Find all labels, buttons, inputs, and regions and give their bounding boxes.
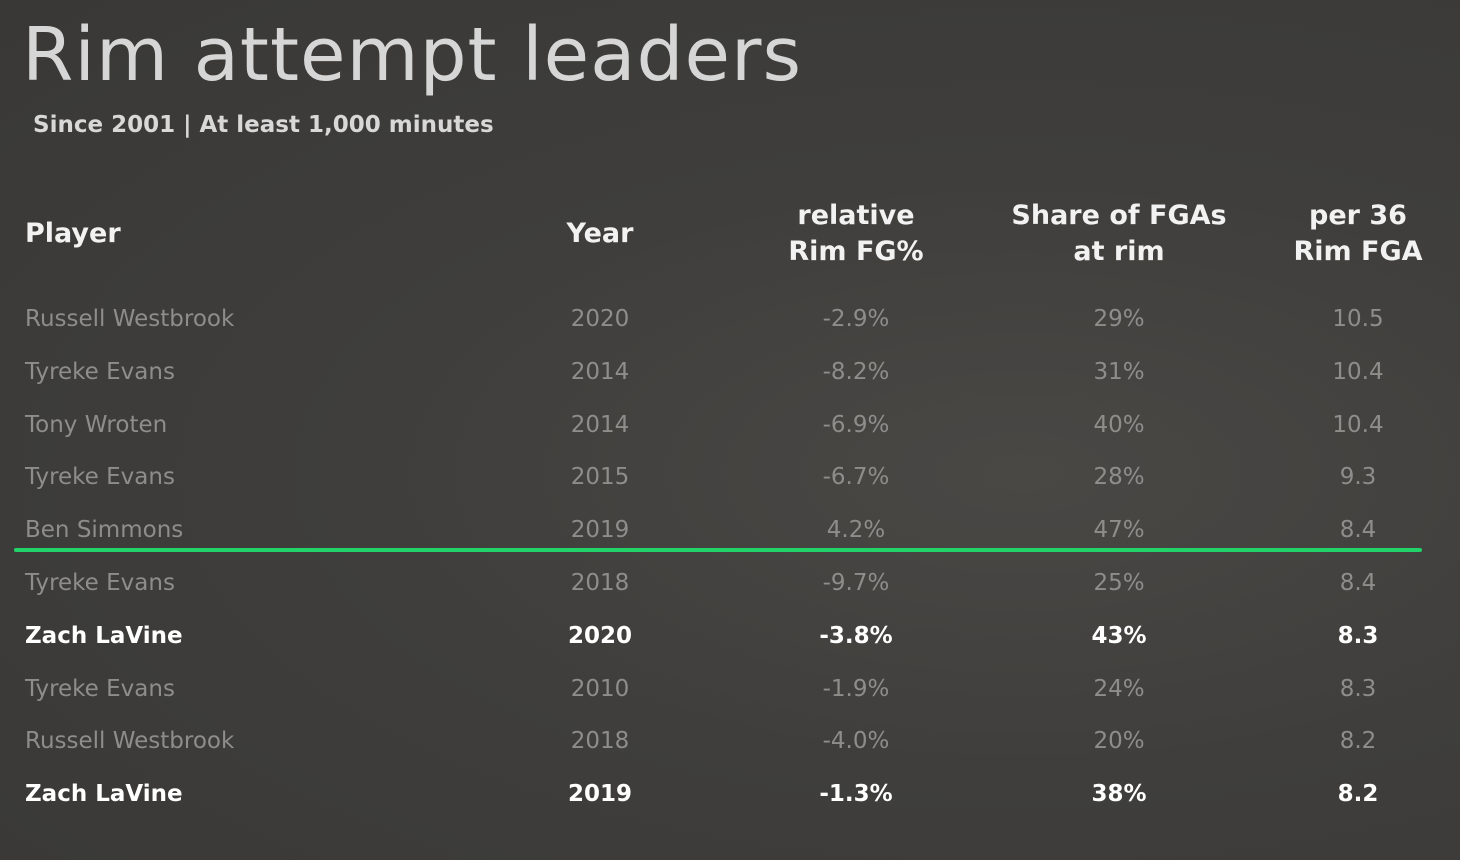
relative-rim-fg-cell: 4.2% xyxy=(826,517,886,543)
table-row: Russell Westbrook 2020 -2.9% 29% 10.5 xyxy=(0,299,1460,339)
table-row: Zach LaVine 2020 -3.8% 43% 8.3 xyxy=(0,616,1460,656)
player-cell: Tyreke Evans xyxy=(25,464,175,490)
share-fga-cell: 20% xyxy=(1093,728,1145,754)
year-cell: 2018 xyxy=(570,728,630,754)
player-cell: Tyreke Evans xyxy=(25,676,175,702)
share-fga-cell: 43% xyxy=(1091,623,1147,649)
relative-rim-fg-cell: -1.9% xyxy=(822,676,890,702)
per36-rim-fga-cell: 8.3 xyxy=(1337,623,1379,649)
year-cell: 2018 xyxy=(570,570,630,596)
per36-rim-fga-cell: 8.4 xyxy=(1339,570,1377,596)
chart-title: Rim attempt leaders xyxy=(22,12,802,98)
player-cell: Tyreke Evans xyxy=(25,359,175,385)
per36-rim-fga-cell: 10.4 xyxy=(1332,359,1384,385)
header-relative-rim-fg: relative Rim FG% xyxy=(740,198,972,270)
relative-rim-fg-cell: -6.7% xyxy=(822,464,890,490)
header-share-fga-at-rim: Share of FGAs at rim xyxy=(990,198,1248,270)
player-cell: Zach LaVine xyxy=(25,781,183,807)
chart-subtitle: Since 2001 | At least 1,000 minutes xyxy=(33,112,494,138)
header-per36-line2: Rim FGA xyxy=(1293,236,1423,267)
table-row: Zach LaVine 2019 -1.3% 38% 8.2 xyxy=(0,774,1460,814)
share-fga-cell: 25% xyxy=(1093,570,1145,596)
relative-rim-fg-cell: -6.9% xyxy=(822,412,890,438)
cutoff-line xyxy=(14,548,1422,552)
per36-rim-fga-cell: 9.3 xyxy=(1339,464,1377,490)
player-cell: Russell Westbrook xyxy=(25,728,235,754)
player-cell: Zach LaVine xyxy=(25,623,183,649)
table-row: Tyreke Evans 2015 -6.7% 28% 9.3 xyxy=(0,457,1460,497)
share-fga-cell: 31% xyxy=(1093,359,1145,385)
player-cell: Ben Simmons xyxy=(25,517,184,543)
table-row: Russell Westbrook 2018 -4.0% 20% 8.2 xyxy=(0,721,1460,761)
relative-rim-fg-cell: -3.8% xyxy=(819,623,893,649)
year-cell: 2015 xyxy=(570,464,630,490)
header-relative-rim-fg-line2: Rim FG% xyxy=(788,236,924,267)
header-share-fga-line1: Share of FGAs xyxy=(1011,200,1227,231)
header-year: Year xyxy=(566,218,634,249)
year-cell: 2019 xyxy=(570,517,630,543)
relative-rim-fg-cell: -4.0% xyxy=(822,728,890,754)
relative-rim-fg-cell: -9.7% xyxy=(822,570,890,596)
relative-rim-fg-cell: -1.3% xyxy=(819,781,893,807)
year-cell: 2014 xyxy=(570,359,630,385)
table-row: Tyreke Evans 2014 -8.2% 31% 10.4 xyxy=(0,352,1460,392)
player-cell: Russell Westbrook xyxy=(25,306,235,332)
table-row: Ben Simmons 2019 4.2% 47% 8.4 xyxy=(0,510,1460,550)
per36-rim-fga-cell: 10.5 xyxy=(1332,306,1384,332)
year-cell: 2020 xyxy=(570,306,630,332)
per36-rim-fga-cell: 8.4 xyxy=(1339,517,1377,543)
share-fga-cell: 40% xyxy=(1093,412,1145,438)
share-fga-cell: 24% xyxy=(1093,676,1145,702)
share-fga-cell: 28% xyxy=(1093,464,1145,490)
header-share-fga-line2: at rim xyxy=(1073,236,1165,267)
header-player: Player xyxy=(25,218,121,249)
player-cell: Tyreke Evans xyxy=(25,570,175,596)
header-per36-rim-fga: per 36 Rim FGA xyxy=(1270,198,1446,270)
share-fga-cell: 38% xyxy=(1091,781,1147,807)
table-row: Tyreke Evans 2018 -9.7% 25% 8.4 xyxy=(0,563,1460,603)
per36-rim-fga-cell: 8.2 xyxy=(1339,728,1377,754)
table-row: Tony Wroten 2014 -6.9% 40% 10.4 xyxy=(0,405,1460,445)
per36-rim-fga-cell: 10.4 xyxy=(1332,412,1384,438)
per36-rim-fga-cell: 8.3 xyxy=(1339,676,1377,702)
share-fga-cell: 29% xyxy=(1093,306,1145,332)
year-cell: 2019 xyxy=(567,781,632,807)
year-cell: 2020 xyxy=(567,623,632,649)
relative-rim-fg-cell: -2.9% xyxy=(822,306,890,332)
share-fga-cell: 47% xyxy=(1093,517,1145,543)
header-relative-rim-fg-line1: relative xyxy=(797,200,915,231)
relative-rim-fg-cell: -8.2% xyxy=(822,359,890,385)
player-cell: Tony Wroten xyxy=(25,412,168,438)
year-cell: 2014 xyxy=(570,412,630,438)
year-cell: 2010 xyxy=(570,676,630,702)
header-per36-line1: per 36 xyxy=(1309,200,1407,231)
table-row: Tyreke Evans 2010 -1.9% 24% 8.3 xyxy=(0,669,1460,709)
per36-rim-fga-cell: 8.2 xyxy=(1337,781,1379,807)
